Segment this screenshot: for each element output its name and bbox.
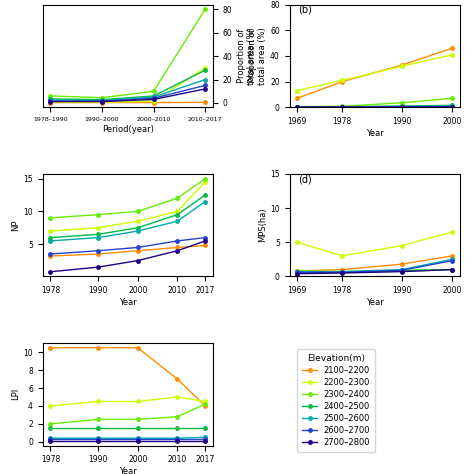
Text: (d): (d)	[298, 174, 312, 184]
X-axis label: Year: Year	[119, 467, 137, 474]
Legend: 2100–2200, 2200–2300, 2300–2400, 2400–2500, 2500–2600, 2600–2700, 2700–2800: 2100–2200, 2200–2300, 2300–2400, 2400–25…	[297, 349, 375, 452]
Y-axis label: Proportion of
total area (%): Proportion of total area (%)	[237, 27, 256, 85]
Y-axis label: LPI: LPI	[11, 388, 20, 401]
X-axis label: Period(year): Period(year)	[102, 125, 154, 134]
Y-axis label: Proportion of
total area (%): Proportion of total area (%)	[248, 27, 267, 85]
Text: (b): (b)	[298, 5, 312, 15]
X-axis label: Year: Year	[366, 129, 383, 138]
Y-axis label: NP: NP	[11, 219, 20, 231]
X-axis label: Year: Year	[366, 298, 383, 307]
X-axis label: Year: Year	[119, 298, 137, 307]
Y-axis label: MPS(ha): MPS(ha)	[258, 208, 267, 243]
